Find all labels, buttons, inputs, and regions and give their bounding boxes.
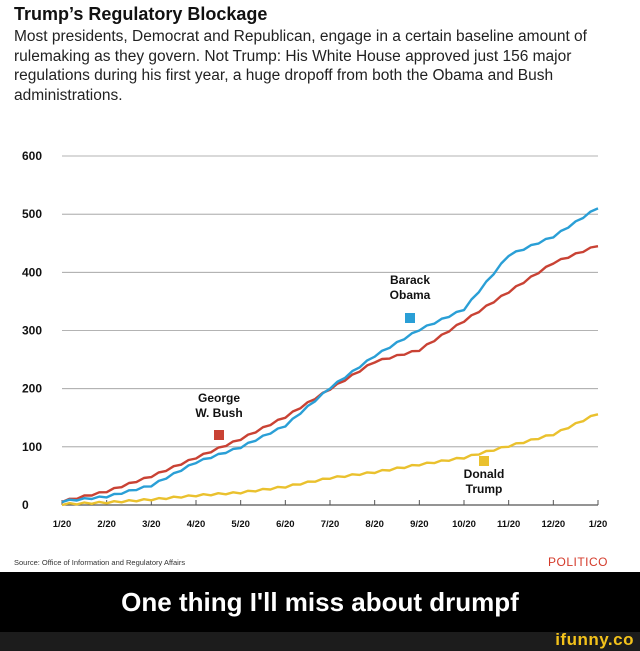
politico-logo: POLITICO [547,555,608,569]
legend-marker-george-w-bush [214,430,224,440]
series-line-george-w-bush [61,245,599,504]
x-tick-label: 2/20 [97,519,116,530]
series-label-george-w-bush: George W. Bush [195,391,242,420]
x-tick-label: 12/20 [541,519,565,530]
legend-marker-barack-obama [405,313,415,323]
y-tick-label: 100 [22,440,42,454]
x-tick-label: 6/20 [276,519,295,530]
x-tick-label: 1/20 [53,519,72,530]
series-label-line: George [198,391,240,405]
chart-card: Trump’s Regulatory Blockage Most preside… [14,4,608,569]
y-tick-label: 400 [22,265,42,279]
legend-marker-donald-trump [479,456,489,466]
series-label-line: Obama [390,288,431,302]
x-tick-label: 5/20 [231,519,250,530]
x-tick-label: 1/20 [589,519,608,530]
series-line-donald-trump [61,413,599,507]
series-line-barack-obama [61,207,599,504]
ifunny-watermark[interactable]: ifunny.co [555,630,634,649]
y-tick-label: 600 [22,149,42,163]
y-tick-label: 200 [22,382,42,396]
chart-title: Trump’s Regulatory Blockage [14,4,268,24]
footer-bar [0,632,640,651]
chart-subtitle: Most presidents, Democrat and Republican… [14,28,587,104]
series-label-line: Barack [390,273,430,287]
y-tick-label: 0 [22,498,29,512]
x-tick-label: 11/20 [497,519,520,530]
series-label-barack-obama: Barack Obama [390,273,431,302]
x-tick-label: 8/20 [365,519,384,530]
y-tick-label: 300 [22,324,42,338]
x-tick-label: 4/20 [187,519,206,530]
series-label-line: Donald [464,467,505,481]
line-chart: 0 100 200 300 400 500 600 1/20 2/20 3/20 4/20 5/20 6… [22,149,608,530]
x-tick-label: 10/20 [452,519,476,530]
source-note: Source: Office of Information and Regula… [14,558,186,567]
meme-caption: One thing I'll miss about drumpf [0,572,640,632]
series-label-donald-trump: Donald Trump [464,467,505,496]
x-tick-label: 3/20 [142,519,161,530]
x-tick-label: 9/20 [410,519,429,530]
series-label-line: Trump [466,482,503,496]
y-tick-label: 500 [22,207,42,221]
x-tick-label: 7/20 [321,519,340,530]
series-label-line: W. Bush [195,406,242,420]
